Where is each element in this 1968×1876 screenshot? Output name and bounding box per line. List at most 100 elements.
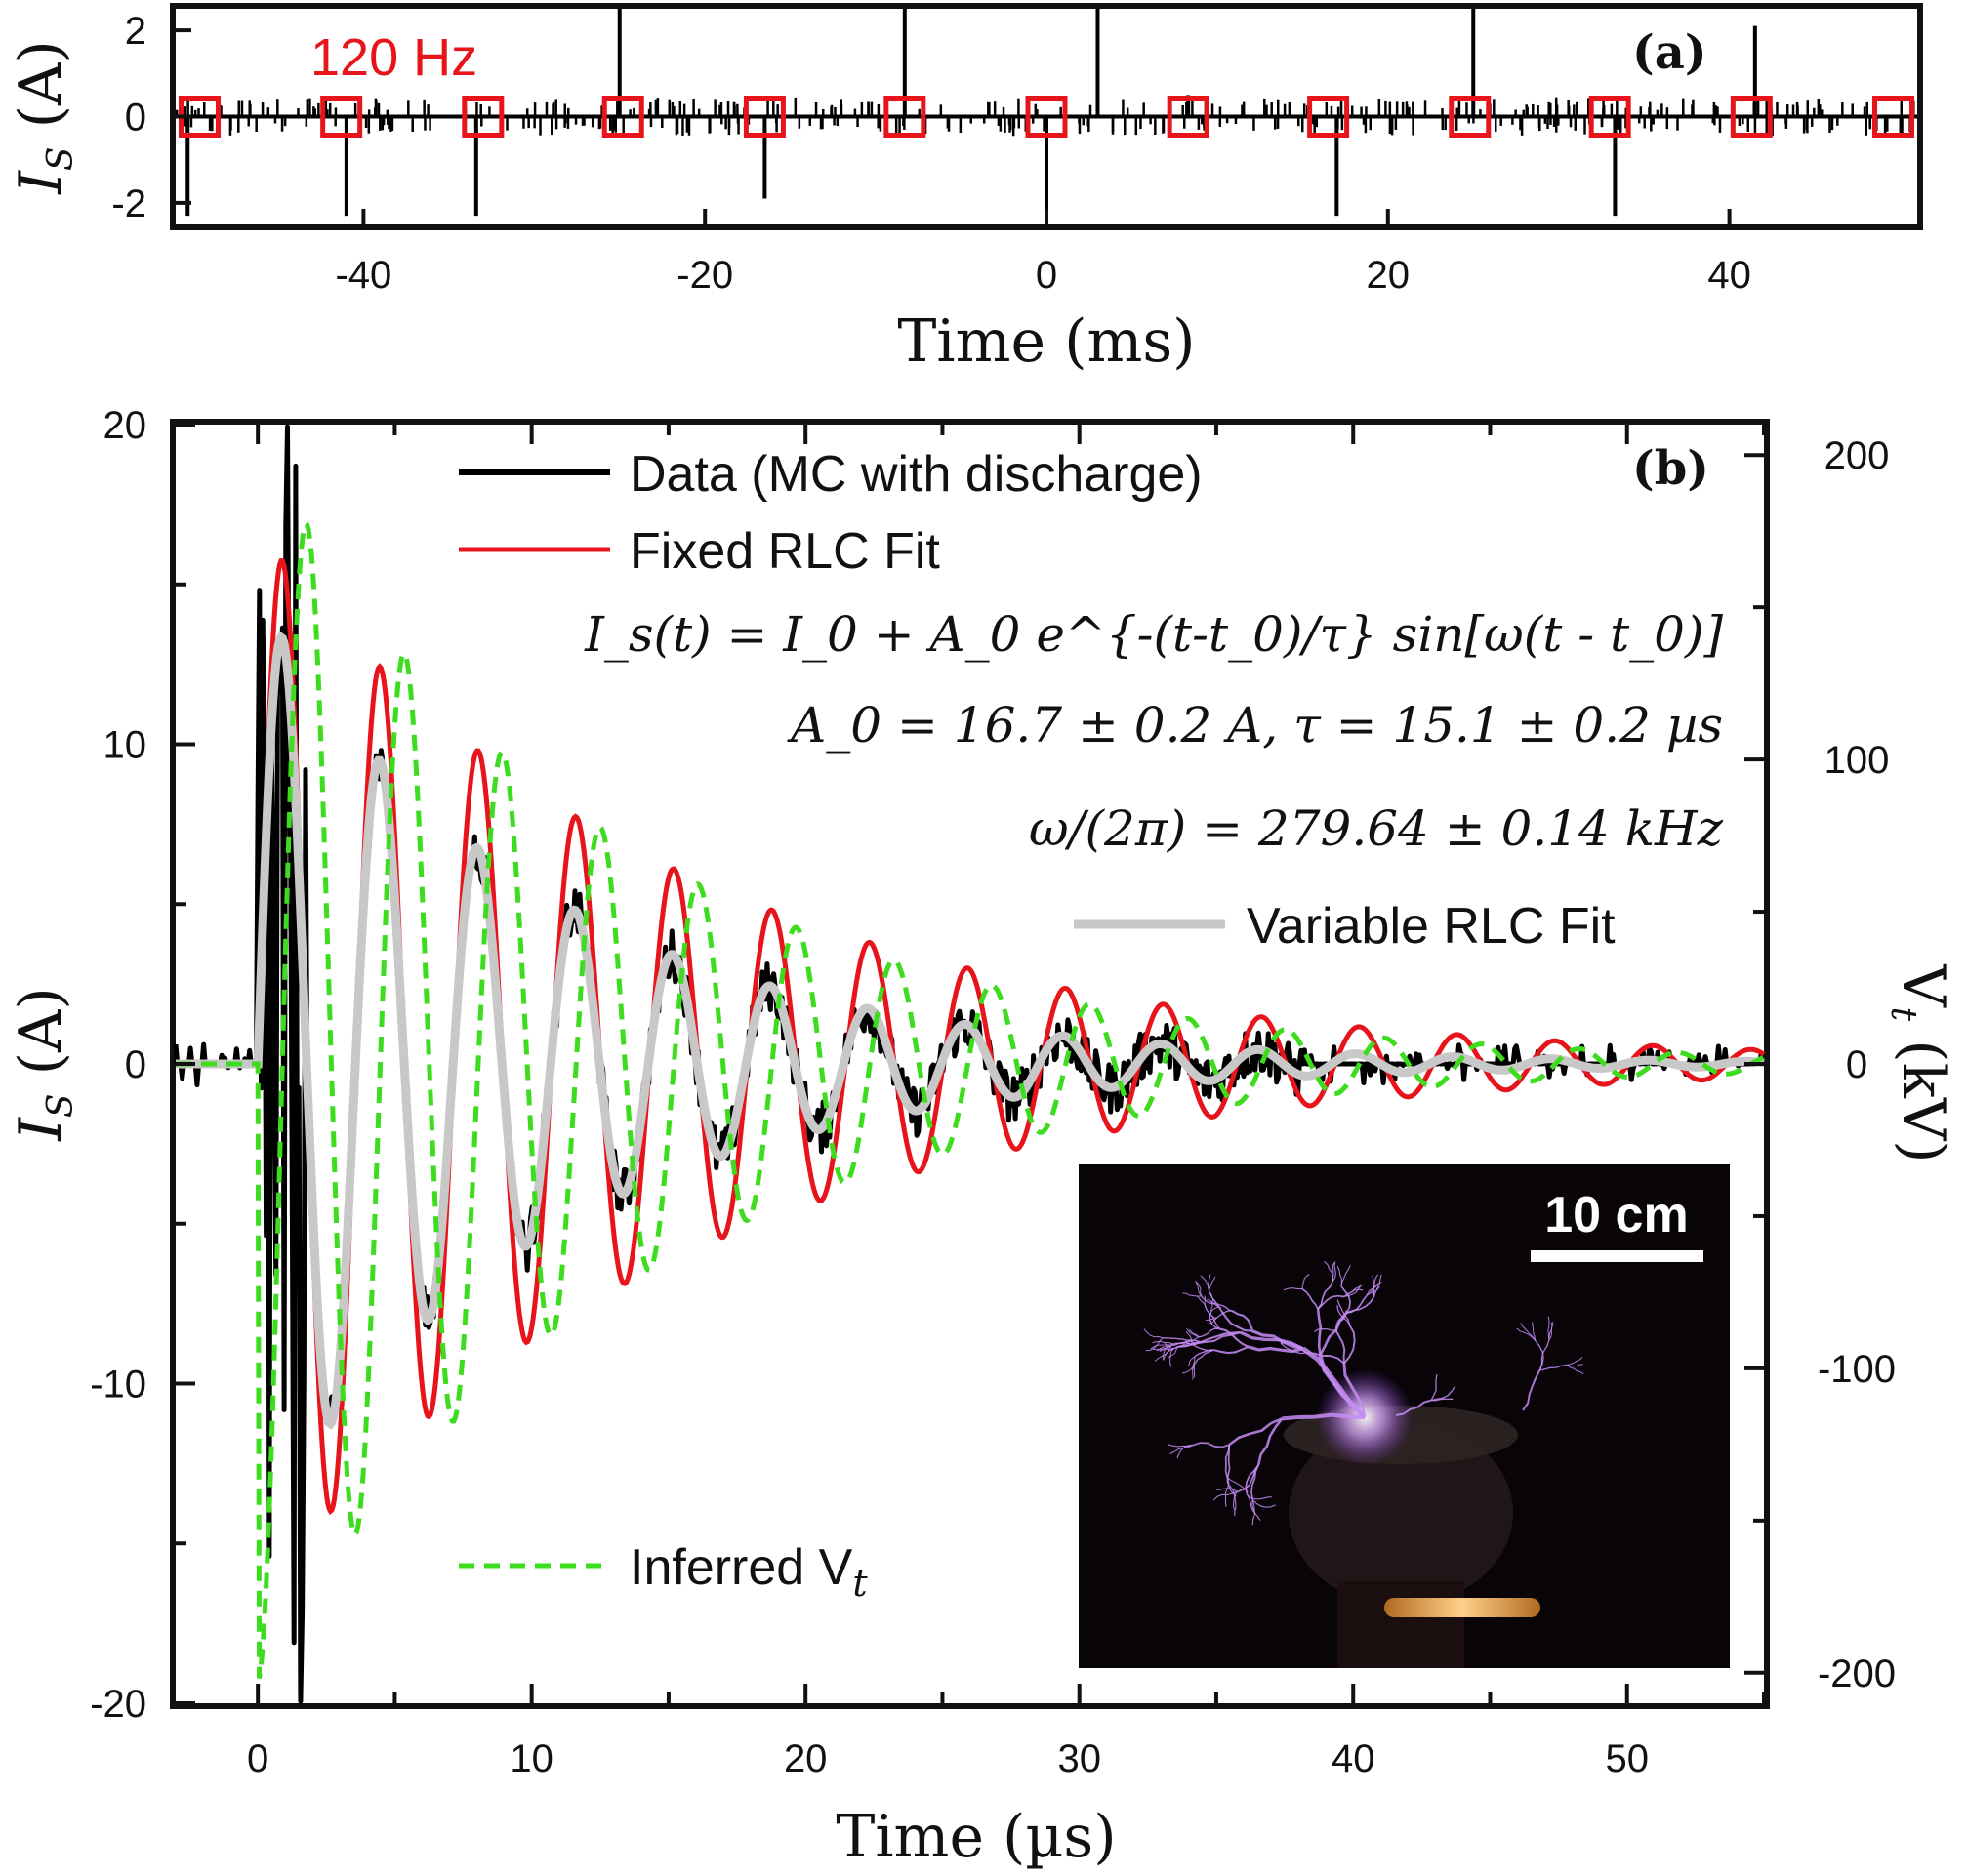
x-tick-label: 50: [1605, 1737, 1649, 1780]
arc-branch: [1520, 1323, 1536, 1341]
arc-branch: [1430, 1374, 1438, 1401]
x-tick-label: 0: [247, 1737, 268, 1780]
arc-branch: [1150, 1344, 1169, 1350]
arc-branch: [1191, 1343, 1214, 1352]
y2-tick-label: 0: [1846, 1043, 1867, 1086]
arc-branch: [1213, 1345, 1250, 1355]
x-tick-label: 0: [1036, 254, 1057, 297]
arc-branch: [1313, 1327, 1336, 1333]
marker-120hz: [743, 96, 786, 138]
arc-branch: [1207, 1298, 1217, 1304]
panel-b-right-y-axis: -200 -100 0 100 200: [1744, 434, 1896, 1695]
arc-branch: [1317, 1294, 1345, 1310]
arc-branch: [1566, 1365, 1584, 1375]
arc-branch: [1197, 1295, 1208, 1310]
arc-branch: [1340, 1265, 1351, 1286]
arc-branch: [1566, 1357, 1583, 1366]
svg-text:Variable RLC Fit: Variable RLC Fit: [1247, 898, 1616, 955]
marker-120hz: [1025, 96, 1068, 138]
arc-branch: [1532, 1322, 1537, 1341]
equation-amplitude-tau: A_0 = 16.7 ± 0.2 A, τ = 15.1 ± 0.2 µs: [787, 697, 1723, 754]
arc-branch: [1280, 1342, 1307, 1354]
arc-branch: [1194, 1349, 1214, 1364]
y2-tick-label: 100: [1824, 739, 1890, 782]
arc-branch: [1176, 1341, 1202, 1349]
marker-120hz: [1167, 96, 1210, 138]
arc-branch: [1143, 1328, 1164, 1339]
svg-text:Fixed RLC Fit: Fixed RLC Fit: [630, 523, 940, 580]
y-tick-label: -2: [111, 183, 146, 225]
arc-branch: [1366, 1283, 1379, 1296]
svg-text:IS (A): IS (A): [7, 987, 81, 1142]
arc-branch: [1169, 1348, 1173, 1367]
equation-frequency: ω/(2π) = 279.64 ± 0.14 kHz: [1029, 800, 1724, 857]
svg-text:Data (MC with discharge): Data (MC with discharge): [630, 446, 1203, 503]
svg-text:Vt (kV): Vt (kV): [1883, 963, 1957, 1162]
arc-branch: [1215, 1302, 1233, 1312]
panel-a-annotation: 120 Hz: [310, 28, 477, 87]
x-tick-label: 20: [784, 1737, 828, 1780]
arc-branch: [1208, 1312, 1217, 1319]
arc-branch: [1195, 1331, 1241, 1345]
arc-branch: [1336, 1299, 1351, 1325]
arc-branch: [1195, 1280, 1203, 1296]
arc-branch: [1201, 1295, 1223, 1312]
coil-ring: [1384, 1598, 1540, 1617]
panel-b-curves: [173, 424, 1766, 1704]
x-tick-label: 20: [1367, 254, 1411, 297]
panel-a-xlabel: Time (ms): [897, 307, 1195, 376]
arc-branch: [1301, 1274, 1310, 1289]
arc-branch: [1374, 1274, 1382, 1297]
panel-b-xlabel: Time (µs): [836, 1803, 1116, 1871]
arc-branch: [1220, 1310, 1253, 1332]
marker-120hz: [1449, 96, 1492, 138]
panel-a-frame: [170, 3, 1923, 230]
arc-branch: [1516, 1327, 1536, 1341]
arc-branch: [1216, 1488, 1238, 1492]
panel-b-ylabel-right: Vt (kV): [1883, 963, 1957, 1162]
panel-a-ylabel: IS (A): [7, 40, 81, 195]
arc-branch: [1154, 1348, 1173, 1362]
arc-branch: [1201, 1331, 1241, 1343]
panel-b-letter: (b): [1632, 441, 1709, 496]
panel-b-x-axis: 0 10 20 30 40 50: [247, 425, 1766, 1780]
panel-b-left-y-axis: -20 -10 0 10 20: [90, 404, 195, 1726]
arc-branch: [1431, 1385, 1456, 1402]
arc-branch: [1232, 1491, 1238, 1517]
arc-branch: [1566, 1364, 1583, 1367]
arc-branch: [1237, 1464, 1259, 1493]
arc-branch: [1547, 1316, 1550, 1340]
arc-branch: [1282, 1412, 1366, 1421]
legend-item-inferred-voltage: Inferred Vt: [459, 1539, 868, 1605]
panel-b-frame: [170, 419, 1770, 1709]
legend-item-variable-fit: Variable RLC Fit: [1074, 898, 1616, 955]
arc-branch: [1209, 1317, 1217, 1325]
marker-120hz: [1307, 96, 1350, 138]
arc-branch: [1317, 1281, 1333, 1310]
x-tick-label: 40: [1332, 1737, 1375, 1780]
series-variable-rlc-fit: [176, 631, 1765, 1430]
arc-branch: [1318, 1354, 1367, 1419]
svg-text:Inferred Vt: Inferred Vt: [630, 1539, 868, 1605]
y-tick-label: 2: [125, 10, 146, 53]
arc-branch: [1256, 1417, 1284, 1466]
arc-branch: [1548, 1322, 1554, 1340]
coil-base: [1337, 1581, 1464, 1668]
arc-branch: [1209, 1312, 1220, 1329]
arc-branch: [1335, 1310, 1351, 1331]
arc-branch: [1145, 1337, 1164, 1352]
arc-branch: [1181, 1363, 1196, 1374]
arc-branch: [1332, 1261, 1336, 1283]
x-tick-label: 40: [1707, 254, 1751, 297]
y-tick-label: 0: [125, 97, 146, 140]
x-tick-label: 30: [1057, 1737, 1101, 1780]
arc-branch: [1187, 1356, 1196, 1366]
x-tick-label: 10: [510, 1737, 554, 1780]
y-tick-label: -20: [90, 1683, 146, 1726]
arc-branch: [1195, 1282, 1203, 1297]
y-tick-label: -10: [90, 1364, 146, 1407]
arc-branch: [1168, 1444, 1194, 1448]
arc-branch: [1152, 1341, 1173, 1345]
arc-branch: [1343, 1325, 1356, 1365]
arc-branch: [1188, 1329, 1200, 1338]
